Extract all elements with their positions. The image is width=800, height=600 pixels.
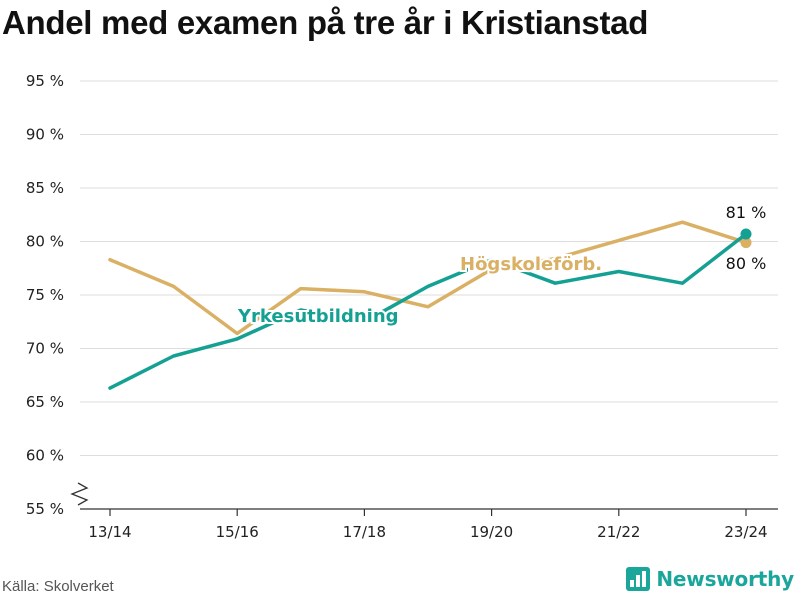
chart-title: Andel med examen på tre år i Kristiansta… bbox=[2, 4, 649, 41]
y-tick-label: 65 % bbox=[26, 393, 64, 411]
y-tick-label: 75 % bbox=[26, 286, 64, 304]
x-tick-label: 23/24 bbox=[724, 523, 767, 541]
x-tick-label: 17/18 bbox=[343, 523, 386, 541]
series-labels: Yrkesutbildning Högskoleförb. 81 % 80 % bbox=[235, 203, 767, 329]
y-tick-label: 90 % bbox=[26, 126, 64, 144]
y-axis-break-icon bbox=[70, 482, 89, 506]
series-line-hogskoleforb bbox=[108, 220, 748, 336]
x-tick-label: 19/20 bbox=[470, 523, 513, 541]
series-end-point bbox=[740, 228, 752, 240]
brand-logo: Newsworthy bbox=[626, 567, 794, 591]
end-value-label: 80 % bbox=[726, 254, 767, 273]
series-name-label: Yrkesutbildning bbox=[237, 306, 399, 327]
y-tick-label: 70 % bbox=[26, 340, 64, 358]
gridlines bbox=[80, 80, 778, 456]
y-tick-label: 60 % bbox=[26, 447, 64, 465]
series-lines bbox=[108, 220, 752, 390]
y-tick-label: 85 % bbox=[26, 179, 64, 197]
series-end-point bbox=[740, 237, 752, 249]
series-name-label: Högskoleförb. bbox=[460, 254, 602, 275]
axis-break-zigzag bbox=[70, 482, 89, 506]
line-chart: 55 % 60 % 65 % 70 % 75 % 80 % 85 % 90 % 95 % 13/… bbox=[26, 72, 778, 541]
y-tick-label: 55 % bbox=[26, 500, 64, 518]
x-tick-label: 21/22 bbox=[597, 523, 640, 541]
x-axis: 13/14 15/16 17/18 19/20 21/22 23/24 bbox=[80, 508, 778, 541]
x-tick-label: 13/14 bbox=[88, 523, 131, 541]
y-tick-label: 80 % bbox=[26, 233, 64, 251]
brand-name: Newsworthy bbox=[656, 567, 794, 591]
bar-chart-logo-icon bbox=[626, 567, 651, 591]
x-tick-label: 15/16 bbox=[216, 523, 259, 541]
y-tick-label: 95 % bbox=[26, 72, 64, 90]
series-line-yrkesutbildning bbox=[108, 232, 748, 390]
source-note: Källa: Skolverket bbox=[2, 578, 114, 595]
y-axis-tick-labels: 55 % 60 % 65 % 70 % 75 % 80 % 85 % 90 % 95 % bbox=[26, 72, 64, 518]
end-value-label: 81 % bbox=[726, 203, 767, 222]
